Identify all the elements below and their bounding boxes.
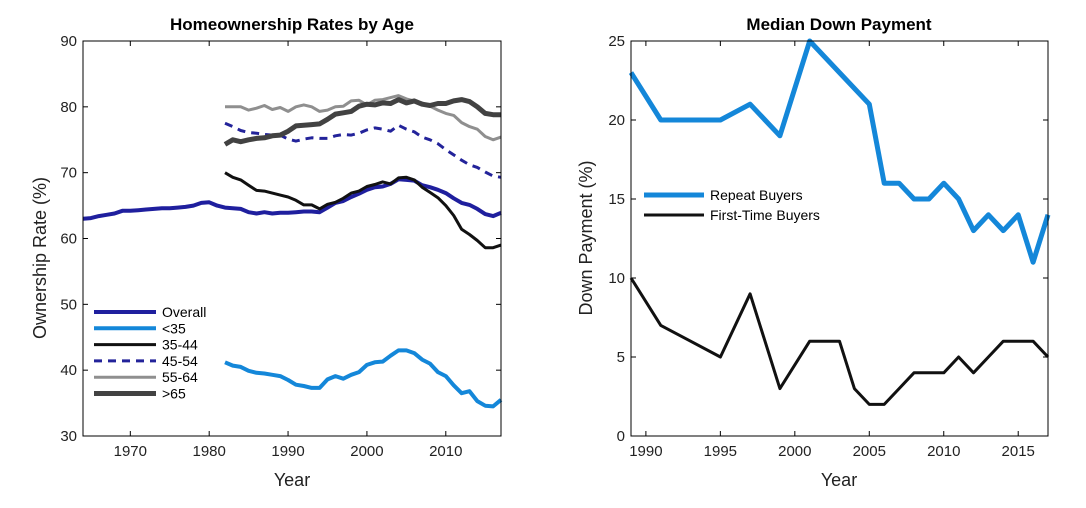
down-payment-series (628, 38, 1051, 406)
ownership-y-tick-label: 30 (60, 428, 77, 445)
ownership-y-tick-label: 80 (60, 99, 77, 116)
ownership-legend-label: >65 (162, 386, 186, 402)
ownership-y-tick-label: 70 (60, 165, 77, 182)
ownership-x-tick-label: 2010 (429, 443, 462, 460)
down-payment-y-tick-label: 15 (608, 191, 625, 208)
ownership-y-tick-label: 40 (60, 362, 77, 379)
down-payment-y-tick-label: 25 (608, 33, 625, 50)
down-payment-x-tick-label: 2010 (927, 443, 960, 460)
ownership-chart: Homeownership Rates by Age Year Ownershi… (30, 15, 503, 490)
down-payment-x-axis-label: Year (821, 470, 857, 490)
down-payment-y-axis-label: Down Payment (%) (576, 160, 596, 315)
ownership-y-tick-label: 60 (60, 231, 77, 248)
down-payment-legend-label: First-Time Buyers (710, 207, 820, 223)
ownership-series-line (224, 171, 502, 250)
ownership-legend-label: <35 (162, 320, 186, 336)
down-payment-legend-label: Repeat Buyers (710, 187, 803, 203)
ownership-y-axis-label: Ownership Rate (%) (30, 177, 50, 339)
down-payment-ticks: 1990 1995 2000 2005 2010 2015 0 5 10 15 20 25 (608, 33, 1048, 460)
ownership-series-line (223, 97, 501, 147)
down-payment-series-line (628, 38, 1051, 265)
down-payment-y-tick-label: 5 (617, 349, 625, 366)
down-payment-y-tick-label: 0 (617, 428, 625, 445)
ownership-legend-label: 55-64 (162, 369, 198, 385)
down-payment-y-tick-label: 20 (608, 112, 625, 129)
ownership-x-tick-label: 1990 (271, 443, 304, 460)
ownership-legend-label: Overall (162, 304, 206, 320)
down-payment-y-tick-label: 10 (608, 270, 625, 287)
ownership-series-line (224, 121, 502, 179)
ownership-y-tick-label: 50 (60, 296, 77, 313)
down-payment-x-tick-label: 2005 (853, 443, 886, 460)
ownership-plot-frame (82, 40, 502, 437)
down-payment-plot-frame (630, 40, 1049, 437)
ownership-x-tick-label: 1970 (114, 443, 147, 460)
down-payment-legend: Repeat Buyers First-Time Buyers (644, 187, 820, 223)
ownership-series (82, 94, 503, 409)
down-payment-chart: Median Down Payment Year Down Payment (%… (576, 15, 1051, 490)
ownership-legend-label: 45-54 (162, 353, 198, 369)
down-payment-series-line (629, 277, 1050, 406)
ownership-x-axis-label: Year (274, 470, 310, 490)
down-payment-chart-title: Median Down Payment (746, 15, 931, 34)
ownership-series-line (225, 94, 502, 142)
down-payment-x-tick-label: 1990 (629, 443, 662, 460)
ownership-legend-label: 35-44 (162, 337, 198, 353)
ownership-y-tick-label: 90 (60, 33, 77, 50)
ownership-series-line (82, 177, 502, 221)
ownership-x-tick-label: 2000 (350, 443, 383, 460)
ownership-series-line (224, 348, 503, 409)
down-payment-x-tick-label: 1995 (704, 443, 737, 460)
down-payment-x-tick-label: 2015 (1002, 443, 1035, 460)
ownership-x-tick-label: 1980 (193, 443, 226, 460)
down-payment-x-tick-label: 2000 (778, 443, 811, 460)
ownership-chart-title: Homeownership Rates by Age (170, 15, 414, 34)
ownership-ticks: 1970 1980 1990 2000 2010 30 40 50 60 70 80 90 (60, 33, 501, 460)
